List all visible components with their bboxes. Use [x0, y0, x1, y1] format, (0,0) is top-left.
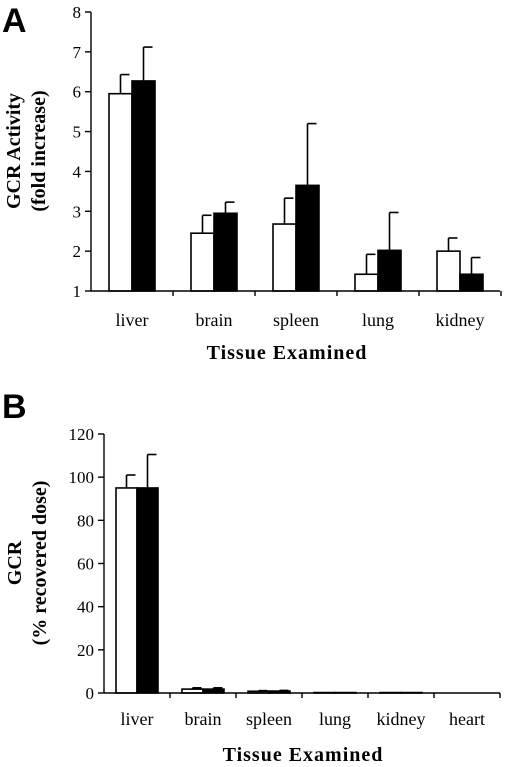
bar-open — [190, 232, 215, 292]
y-tick-label: 100 — [69, 468, 95, 487]
panel-b-categories: liver brain spleen lung kidney heart — [121, 693, 501, 729]
y-tick-label: 4 — [73, 162, 82, 181]
bar-filled — [131, 80, 156, 292]
y-tick-label: 20 — [77, 641, 94, 660]
bar-filled — [213, 212, 238, 292]
panel-b-y-axis-label-line2: (% recovered dose) — [29, 481, 51, 646]
y-tick-label: 5 — [73, 123, 82, 142]
y-tick-label: 40 — [77, 598, 94, 617]
panel-a-x-axis-title: Tissue Examined — [207, 342, 368, 364]
bar-filled — [459, 273, 484, 292]
panel-b-y-axis-label-line1: GCR — [4, 540, 26, 585]
category-label: brain — [196, 310, 233, 330]
category-label: lung — [362, 310, 394, 330]
panel-a-bars — [108, 46, 484, 292]
category-label: kidney — [377, 709, 426, 729]
panel-a-letter: A — [2, 2, 27, 40]
bar-open — [272, 223, 297, 292]
category-label: liver — [121, 709, 154, 729]
panel-b-x-axis-title: Tissue Examined — [223, 744, 384, 766]
y-tick-label: 1 — [73, 282, 82, 301]
category-label: spleen — [246, 709, 292, 729]
y-tick-label: 2 — [73, 242, 82, 261]
y-tick-label: 7 — [73, 43, 82, 62]
bar-open — [108, 92, 133, 292]
y-tick-label: 60 — [77, 555, 94, 574]
category-label: heart — [449, 709, 485, 729]
y-tick-label: 80 — [77, 511, 94, 530]
category-label: spleen — [273, 310, 319, 330]
panel-a: A GCR Activity (fold increase) 12345678 … — [2, 2, 502, 364]
panel-b: B GCR (% recovered dose) 0 20 40 60 80 100 120… — [2, 388, 501, 766]
y-tick-label: 3 — [73, 202, 82, 221]
bar-open — [354, 273, 379, 292]
panel-a-y-axis-label-line1: GCR Activity — [3, 93, 25, 209]
bar-filled — [295, 184, 320, 292]
y-tick-label: 0 — [86, 684, 95, 703]
bar-filled — [377, 249, 402, 292]
category-label: lung — [319, 709, 351, 729]
bar-open — [115, 487, 138, 694]
category-label: brain — [185, 709, 222, 729]
category-label: liver — [116, 310, 149, 330]
panel-a-y-ticks: 1 2 3 4 5 6 7 8 — [73, 3, 91, 301]
bar-open — [436, 250, 461, 292]
y-tick-label: 8 — [73, 3, 82, 22]
panel-b-bars — [115, 453, 423, 694]
y-tick-label: 120 — [69, 425, 95, 444]
panel-a-y-axis-label-line2: (fold increase) — [28, 90, 50, 211]
panel-b-y-axis-label: GCR (% recovered dose) — [4, 481, 51, 646]
panel-b-y-ticks: 0 20 40 60 80 100 120 — [69, 425, 104, 703]
y-tick-label: 6 — [73, 83, 82, 102]
panel-a-categories: liver brain spleen lung kidney — [116, 291, 502, 330]
panel-b-letter: B — [2, 388, 27, 426]
category-label: kidney — [436, 310, 485, 330]
bar-filled — [136, 487, 159, 694]
panel-a-y-axis-label: GCR Activity (fold increase) — [3, 90, 50, 211]
